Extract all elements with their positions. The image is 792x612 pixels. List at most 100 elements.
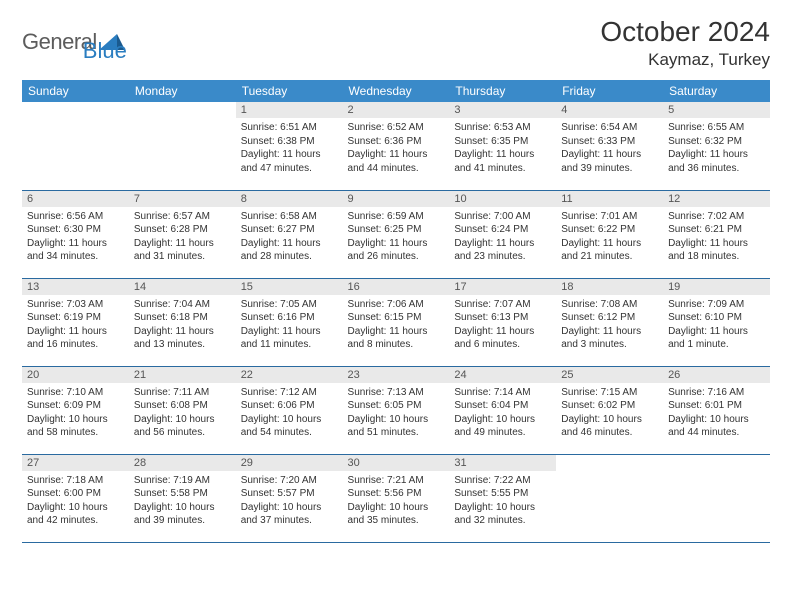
calendar-cell: [129, 102, 236, 190]
day-body: Sunrise: 7:20 AMSunset: 5:57 PMDaylight:…: [236, 471, 343, 532]
calendar-cell: 4Sunrise: 6:54 AMSunset: 6:33 PMDaylight…: [556, 102, 663, 190]
calendar-cell: [556, 454, 663, 542]
calendar-cell: 17Sunrise: 7:07 AMSunset: 6:13 PMDayligh…: [449, 278, 556, 366]
calendar-row: 6Sunrise: 6:56 AMSunset: 6:30 PMDaylight…: [22, 190, 770, 278]
calendar-cell: 7Sunrise: 6:57 AMSunset: 6:28 PMDaylight…: [129, 190, 236, 278]
calendar-body: 1Sunrise: 6:51 AMSunset: 6:38 PMDaylight…: [22, 102, 770, 542]
logo-text-blue: Blue: [83, 38, 127, 64]
day-number: 1: [236, 102, 343, 118]
day-body: Sunrise: 7:16 AMSunset: 6:01 PMDaylight:…: [663, 383, 770, 444]
calendar-cell: [22, 102, 129, 190]
calendar-row: 20Sunrise: 7:10 AMSunset: 6:09 PMDayligh…: [22, 366, 770, 454]
day-body: Sunrise: 7:11 AMSunset: 6:08 PMDaylight:…: [129, 383, 236, 444]
location: Kaymaz, Turkey: [600, 50, 770, 70]
day-body: Sunrise: 7:07 AMSunset: 6:13 PMDaylight:…: [449, 295, 556, 356]
calendar-cell: 30Sunrise: 7:21 AMSunset: 5:56 PMDayligh…: [343, 454, 450, 542]
day-body: Sunrise: 7:01 AMSunset: 6:22 PMDaylight:…: [556, 207, 663, 268]
day-number-empty: [663, 455, 770, 471]
day-number: 10: [449, 191, 556, 207]
day-body: Sunrise: 7:09 AMSunset: 6:10 PMDaylight:…: [663, 295, 770, 356]
day-number: 15: [236, 279, 343, 295]
day-body: Sunrise: 7:13 AMSunset: 6:05 PMDaylight:…: [343, 383, 450, 444]
day-body: Sunrise: 7:19 AMSunset: 5:58 PMDaylight:…: [129, 471, 236, 532]
calendar-cell: 28Sunrise: 7:19 AMSunset: 5:58 PMDayligh…: [129, 454, 236, 542]
calendar-cell: 8Sunrise: 6:58 AMSunset: 6:27 PMDaylight…: [236, 190, 343, 278]
day-number: 29: [236, 455, 343, 471]
calendar-cell: 6Sunrise: 6:56 AMSunset: 6:30 PMDaylight…: [22, 190, 129, 278]
day-number: 7: [129, 191, 236, 207]
day-number: 8: [236, 191, 343, 207]
calendar-cell: 13Sunrise: 7:03 AMSunset: 6:19 PMDayligh…: [22, 278, 129, 366]
day-number: 23: [343, 367, 450, 383]
day-number: 17: [449, 279, 556, 295]
calendar-cell: 16Sunrise: 7:06 AMSunset: 6:15 PMDayligh…: [343, 278, 450, 366]
day-body: Sunrise: 6:58 AMSunset: 6:27 PMDaylight:…: [236, 207, 343, 268]
day-number: 19: [663, 279, 770, 295]
calendar-row: 27Sunrise: 7:18 AMSunset: 6:00 PMDayligh…: [22, 454, 770, 542]
calendar-cell: 18Sunrise: 7:08 AMSunset: 6:12 PMDayligh…: [556, 278, 663, 366]
day-number: 6: [22, 191, 129, 207]
calendar-cell: 21Sunrise: 7:11 AMSunset: 6:08 PMDayligh…: [129, 366, 236, 454]
calendar-cell: 12Sunrise: 7:02 AMSunset: 6:21 PMDayligh…: [663, 190, 770, 278]
day-body: Sunrise: 6:52 AMSunset: 6:36 PMDaylight:…: [343, 118, 450, 179]
day-body: Sunrise: 6:56 AMSunset: 6:30 PMDaylight:…: [22, 207, 129, 268]
calendar-cell: 24Sunrise: 7:14 AMSunset: 6:04 PMDayligh…: [449, 366, 556, 454]
calendar-table: SundayMondayTuesdayWednesdayThursdayFrid…: [22, 80, 770, 543]
calendar-cell: 19Sunrise: 7:09 AMSunset: 6:10 PMDayligh…: [663, 278, 770, 366]
day-body: Sunrise: 6:51 AMSunset: 6:38 PMDaylight:…: [236, 118, 343, 179]
day-body: Sunrise: 7:02 AMSunset: 6:21 PMDaylight:…: [663, 207, 770, 268]
day-number: 3: [449, 102, 556, 118]
day-number-empty: [556, 455, 663, 471]
calendar-cell: 22Sunrise: 7:12 AMSunset: 6:06 PMDayligh…: [236, 366, 343, 454]
day-number: 5: [663, 102, 770, 118]
day-body: Sunrise: 7:21 AMSunset: 5:56 PMDaylight:…: [343, 471, 450, 532]
day-body: Sunrise: 7:18 AMSunset: 6:00 PMDaylight:…: [22, 471, 129, 532]
calendar-cell: 1Sunrise: 6:51 AMSunset: 6:38 PMDaylight…: [236, 102, 343, 190]
day-number: 14: [129, 279, 236, 295]
weekday-header: Monday: [129, 80, 236, 102]
day-body: Sunrise: 6:53 AMSunset: 6:35 PMDaylight:…: [449, 118, 556, 179]
day-number: 16: [343, 279, 450, 295]
day-body: Sunrise: 7:10 AMSunset: 6:09 PMDaylight:…: [22, 383, 129, 444]
weekday-header: Wednesday: [343, 80, 450, 102]
calendar-cell: 5Sunrise: 6:55 AMSunset: 6:32 PMDaylight…: [663, 102, 770, 190]
day-number: 22: [236, 367, 343, 383]
calendar-cell: 23Sunrise: 7:13 AMSunset: 6:05 PMDayligh…: [343, 366, 450, 454]
calendar-row: 13Sunrise: 7:03 AMSunset: 6:19 PMDayligh…: [22, 278, 770, 366]
title-block: October 2024 Kaymaz, Turkey: [600, 16, 770, 70]
calendar-cell: 3Sunrise: 6:53 AMSunset: 6:35 PMDaylight…: [449, 102, 556, 190]
calendar-cell: 10Sunrise: 7:00 AMSunset: 6:24 PMDayligh…: [449, 190, 556, 278]
calendar-cell: 25Sunrise: 7:15 AMSunset: 6:02 PMDayligh…: [556, 366, 663, 454]
day-number: 4: [556, 102, 663, 118]
day-body: Sunrise: 7:00 AMSunset: 6:24 PMDaylight:…: [449, 207, 556, 268]
day-body: Sunrise: 7:12 AMSunset: 6:06 PMDaylight:…: [236, 383, 343, 444]
logo: General Blue: [22, 20, 127, 64]
calendar-cell: 29Sunrise: 7:20 AMSunset: 5:57 PMDayligh…: [236, 454, 343, 542]
day-number: 24: [449, 367, 556, 383]
weekday-header: Saturday: [663, 80, 770, 102]
weekday-header: Friday: [556, 80, 663, 102]
day-number: 11: [556, 191, 663, 207]
calendar-cell: [663, 454, 770, 542]
weekday-header-row: SundayMondayTuesdayWednesdayThursdayFrid…: [22, 80, 770, 102]
day-number: 18: [556, 279, 663, 295]
day-number: 31: [449, 455, 556, 471]
day-number: 30: [343, 455, 450, 471]
day-number: 2: [343, 102, 450, 118]
header: General Blue October 2024 Kaymaz, Turkey: [22, 16, 770, 70]
day-number-empty: [22, 102, 129, 118]
day-number: 20: [22, 367, 129, 383]
day-body: Sunrise: 7:06 AMSunset: 6:15 PMDaylight:…: [343, 295, 450, 356]
day-number: 9: [343, 191, 450, 207]
calendar-cell: 15Sunrise: 7:05 AMSunset: 6:16 PMDayligh…: [236, 278, 343, 366]
day-body: Sunrise: 6:57 AMSunset: 6:28 PMDaylight:…: [129, 207, 236, 268]
calendar-cell: 26Sunrise: 7:16 AMSunset: 6:01 PMDayligh…: [663, 366, 770, 454]
day-number: 21: [129, 367, 236, 383]
day-body: Sunrise: 7:03 AMSunset: 6:19 PMDaylight:…: [22, 295, 129, 356]
day-body: Sunrise: 6:54 AMSunset: 6:33 PMDaylight:…: [556, 118, 663, 179]
day-body: Sunrise: 7:14 AMSunset: 6:04 PMDaylight:…: [449, 383, 556, 444]
day-body: Sunrise: 7:15 AMSunset: 6:02 PMDaylight:…: [556, 383, 663, 444]
weekday-header: Thursday: [449, 80, 556, 102]
day-body: Sunrise: 7:05 AMSunset: 6:16 PMDaylight:…: [236, 295, 343, 356]
month-title: October 2024: [600, 16, 770, 48]
